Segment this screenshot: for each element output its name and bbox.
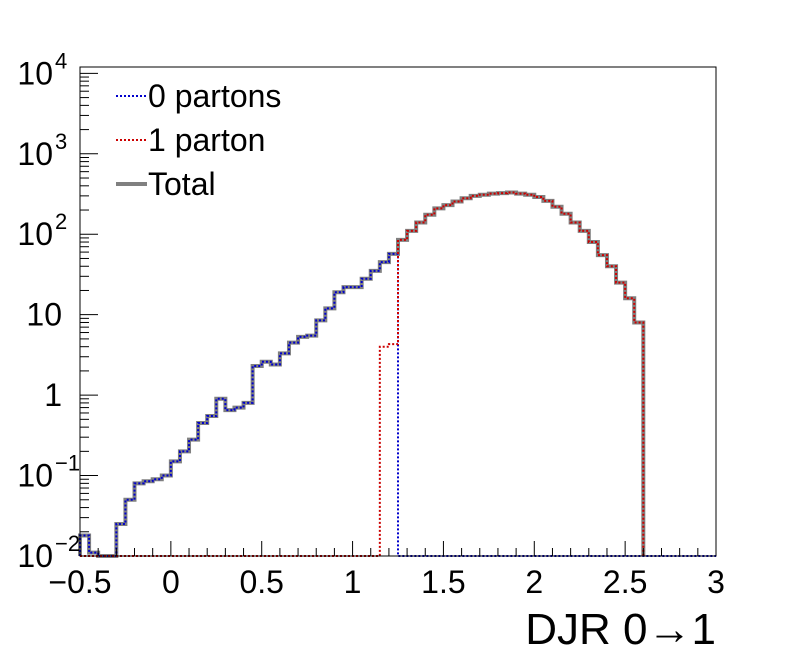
y-tick-exponent: −1 bbox=[55, 451, 80, 476]
x-tick-label: −0.5 bbox=[48, 564, 111, 600]
x-tick-label: 0.5 bbox=[239, 564, 283, 600]
y-tick-base: 10 bbox=[17, 538, 53, 574]
y-tick-exponent: 3 bbox=[55, 129, 67, 154]
y-tick-base: 10 bbox=[17, 55, 53, 91]
legend-label: 1 parton bbox=[148, 122, 265, 158]
y-tick-exponent: 2 bbox=[55, 209, 67, 234]
legend-label: Total bbox=[148, 166, 216, 202]
y-tick-base: 10 bbox=[17, 136, 53, 172]
legend-label: 0 partons bbox=[148, 78, 281, 114]
x-axis-title: DJR 0→1 bbox=[525, 605, 716, 654]
y-tick-label: 10 2 bbox=[17, 209, 67, 252]
y-tick-label: 10 4 bbox=[17, 48, 67, 91]
x-tick-label: 2.5 bbox=[603, 564, 647, 600]
legend: 0 partons 1 parton Total bbox=[116, 78, 281, 202]
x-tick-label: 2 bbox=[525, 564, 543, 600]
y-tick-label: 10 3 bbox=[17, 129, 67, 172]
x-tick-label: 1 bbox=[344, 564, 362, 600]
y-tick-label: 10 −2 bbox=[17, 531, 80, 574]
y-tick-exponent: −2 bbox=[55, 531, 80, 556]
y-tick-base: 10 bbox=[17, 216, 53, 252]
y-tick-label: 1 bbox=[44, 377, 62, 413]
y-tick-base: 10 bbox=[17, 458, 53, 494]
y-tick-label: 10 bbox=[26, 297, 62, 333]
y-tick-label: 10 −1 bbox=[17, 451, 80, 494]
y-tick-exponent: 4 bbox=[55, 48, 67, 73]
x-tick-label: 1.5 bbox=[421, 564, 465, 600]
plot-frame bbox=[79, 66, 717, 557]
x-tick-label: 3 bbox=[707, 564, 725, 600]
x-tick-label: 0 bbox=[162, 564, 180, 600]
